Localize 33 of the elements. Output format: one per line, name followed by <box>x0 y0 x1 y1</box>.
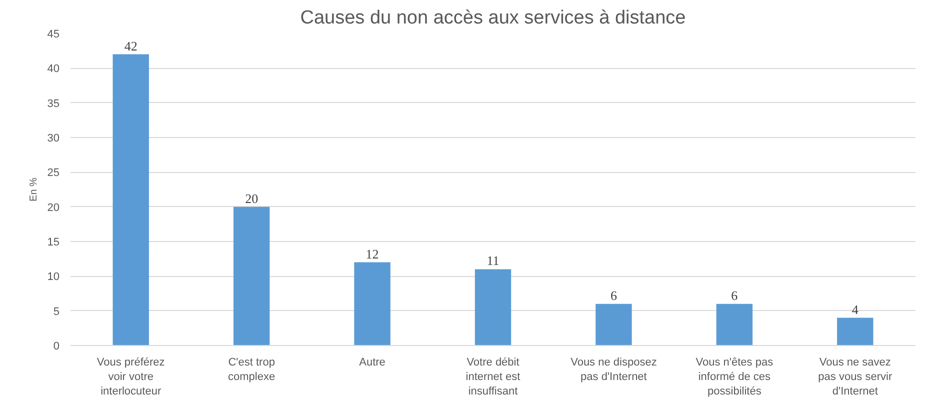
bar <box>354 262 390 346</box>
bar <box>837 318 874 346</box>
data-label: 42 <box>124 38 138 54</box>
bar <box>474 269 512 346</box>
bar <box>233 206 270 346</box>
data-label: 12 <box>366 246 379 262</box>
x-tick-label: Vous préférez voir votre interlocuteur <box>96 356 165 398</box>
y-tick-label: 25 <box>47 167 60 180</box>
y-tick-label: 40 <box>47 63 60 76</box>
x-tick-label: Votre débit internet est insuffisant <box>466 356 520 398</box>
x-tick-label: Vous n'êtes pas informé de ces possibilités <box>696 356 774 398</box>
y-tick-label: 30 <box>47 132 60 144</box>
data-label: 11 <box>486 253 500 268</box>
y-tick-label: 5 <box>53 306 60 318</box>
y-tick-label: 45 <box>47 28 60 40</box>
bar <box>112 54 149 346</box>
y-tick-label: 35 <box>47 98 60 110</box>
data-label: 4 <box>852 302 859 317</box>
chart-title: Causes du non accès aux services à distance <box>300 8 686 28</box>
x-tick-label: Vous ne savez pas vous servir d'Internet <box>818 356 892 398</box>
y-tick-label: 10 <box>47 271 60 284</box>
x-tick-label: C'est trop complexe <box>228 356 276 383</box>
y-axis-title: En % <box>28 177 40 202</box>
data-label: 6 <box>610 288 618 303</box>
bar <box>716 304 753 346</box>
y-tick-label: 0 <box>53 340 60 352</box>
y-tick-label: 15 <box>47 236 60 248</box>
data-label: 20 <box>245 190 258 206</box>
x-tick-label: Vous ne disposez pas d'Internet <box>570 356 657 383</box>
y-tick-label: 20 <box>47 202 60 214</box>
bar <box>596 304 632 346</box>
x-tick-label: Autre <box>359 356 386 368</box>
data-label: 6 <box>731 288 738 303</box>
